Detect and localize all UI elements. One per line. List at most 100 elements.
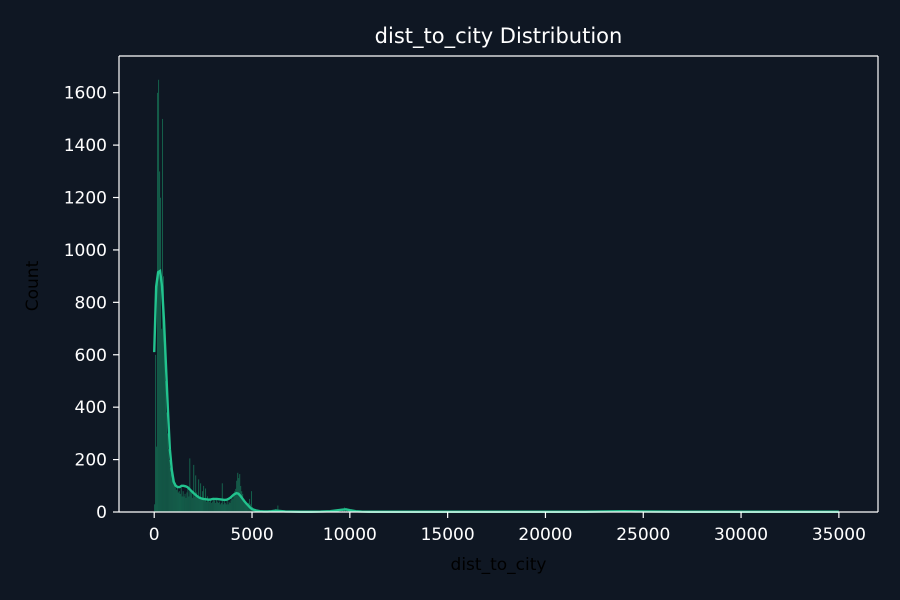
histogram-bar <box>208 501 211 513</box>
histogram-bar <box>154 504 156 513</box>
histogram-bar <box>229 502 231 513</box>
histogram-bar <box>167 448 170 513</box>
histogram-bar <box>240 485 242 513</box>
histogram-bar <box>188 496 190 513</box>
x-tick-label: 30000 <box>714 525 768 545</box>
histogram-bar <box>203 500 206 513</box>
histogram-bar <box>214 502 216 513</box>
histogram-bar <box>165 412 168 513</box>
y-tick-label: 0 <box>96 503 107 523</box>
histogram-bar <box>224 502 226 513</box>
histogram-bar <box>213 500 215 513</box>
histogram-bar <box>202 490 204 513</box>
histogram-bar <box>217 502 219 513</box>
histogram-bar <box>191 492 193 513</box>
histogram-bar <box>219 504 221 513</box>
histogram-bar <box>197 496 199 513</box>
histogram-bar <box>176 485 178 513</box>
histogram-bar <box>180 486 182 513</box>
histogram-bar <box>172 480 174 513</box>
histogram-bar <box>159 197 162 513</box>
histogram-bar <box>175 489 177 513</box>
histogram-bar <box>166 433 169 513</box>
x-tick-label: 5000 <box>230 525 273 545</box>
histogram-bar <box>226 500 228 513</box>
histogram-bar <box>173 483 175 513</box>
y-tick-label: 200 <box>75 451 107 471</box>
histogram-bar <box>205 501 208 513</box>
histogram-bar <box>156 446 158 513</box>
histogram-bar <box>220 502 222 513</box>
y-tick-label: 1600 <box>64 84 107 104</box>
histogram-bar <box>236 480 238 513</box>
x-tick-label: 20000 <box>518 525 572 545</box>
histogram-bar <box>182 490 184 513</box>
chart-title: dist_to_city Distribution <box>375 24 623 49</box>
y-tick-label: 400 <box>75 398 107 418</box>
histogram-bar <box>227 504 229 513</box>
histogram-bar <box>160 328 163 513</box>
histogram-bar <box>186 492 188 513</box>
histogram-bar <box>192 497 194 513</box>
histogram-bar <box>187 488 189 513</box>
histogram-bar <box>239 473 241 513</box>
histogram-bar <box>157 79 160 513</box>
histogram-bar <box>164 380 167 513</box>
histogram-bar <box>223 500 225 513</box>
axes <box>118 55 879 513</box>
histogram-bar <box>158 171 161 513</box>
histogram-bar <box>194 496 196 513</box>
x-tick-label: 35000 <box>812 525 866 545</box>
histogram-bar <box>169 467 171 513</box>
histogram-bar <box>179 493 181 513</box>
histogram-bar <box>163 341 166 513</box>
y-tick-label: 1200 <box>64 189 107 209</box>
histogram-bar <box>157 92 159 513</box>
histogram-bar <box>183 496 185 513</box>
histogram-bar <box>215 498 217 513</box>
x-tick-label: 15000 <box>421 525 475 545</box>
histogram-bar <box>189 458 191 513</box>
histogram-bar <box>228 501 230 513</box>
histogram-bar <box>216 501 218 513</box>
histogram-bar <box>210 502 213 513</box>
histogram-bar <box>232 498 234 513</box>
x-axis-label: dist_to_city <box>451 555 547 575</box>
histogram-bar <box>177 492 179 513</box>
y-tick-label: 800 <box>75 293 107 313</box>
histogram-bar <box>211 501 214 513</box>
x-tick-label: 10000 <box>323 525 377 545</box>
histogram-bar <box>185 497 187 513</box>
histogram-bar <box>225 504 227 513</box>
histogram-bar <box>178 490 180 513</box>
x-tick-label: 25000 <box>616 525 670 545</box>
histogram-bar <box>231 496 233 513</box>
histogram-bar <box>193 464 195 513</box>
histogram-bar <box>221 483 223 513</box>
y-axis-ticks: 0 200 400 600 800 1000 1200 1400 1600 <box>64 84 119 523</box>
histogram-bar <box>190 490 192 513</box>
histogram-bar <box>241 490 243 513</box>
y-tick-label: 1000 <box>64 241 107 261</box>
x-tick-label: 0 <box>149 525 160 545</box>
y-tick-label: 600 <box>75 346 107 366</box>
histogram-bar <box>184 493 186 513</box>
histogram-bar <box>181 496 183 513</box>
histogram-bar <box>155 354 157 513</box>
histogram-bar <box>218 501 220 513</box>
histogram-bar <box>170 472 172 513</box>
histogram-bar <box>242 493 244 513</box>
histogram-bar <box>201 498 203 513</box>
histogram-bar <box>168 459 170 513</box>
histogram-bar <box>174 486 176 513</box>
y-axis-label: Count <box>23 260 43 311</box>
histogram-bar <box>233 494 235 513</box>
x-axis-ticks: 0 5000 10000 15000 20000 25000 30000 35000 <box>149 512 866 545</box>
histogram-bar <box>230 500 232 513</box>
histogram-bar <box>222 504 224 513</box>
y-tick-label: 1400 <box>64 136 107 156</box>
histogram-bar <box>209 500 212 513</box>
histogram-bar <box>199 497 201 513</box>
